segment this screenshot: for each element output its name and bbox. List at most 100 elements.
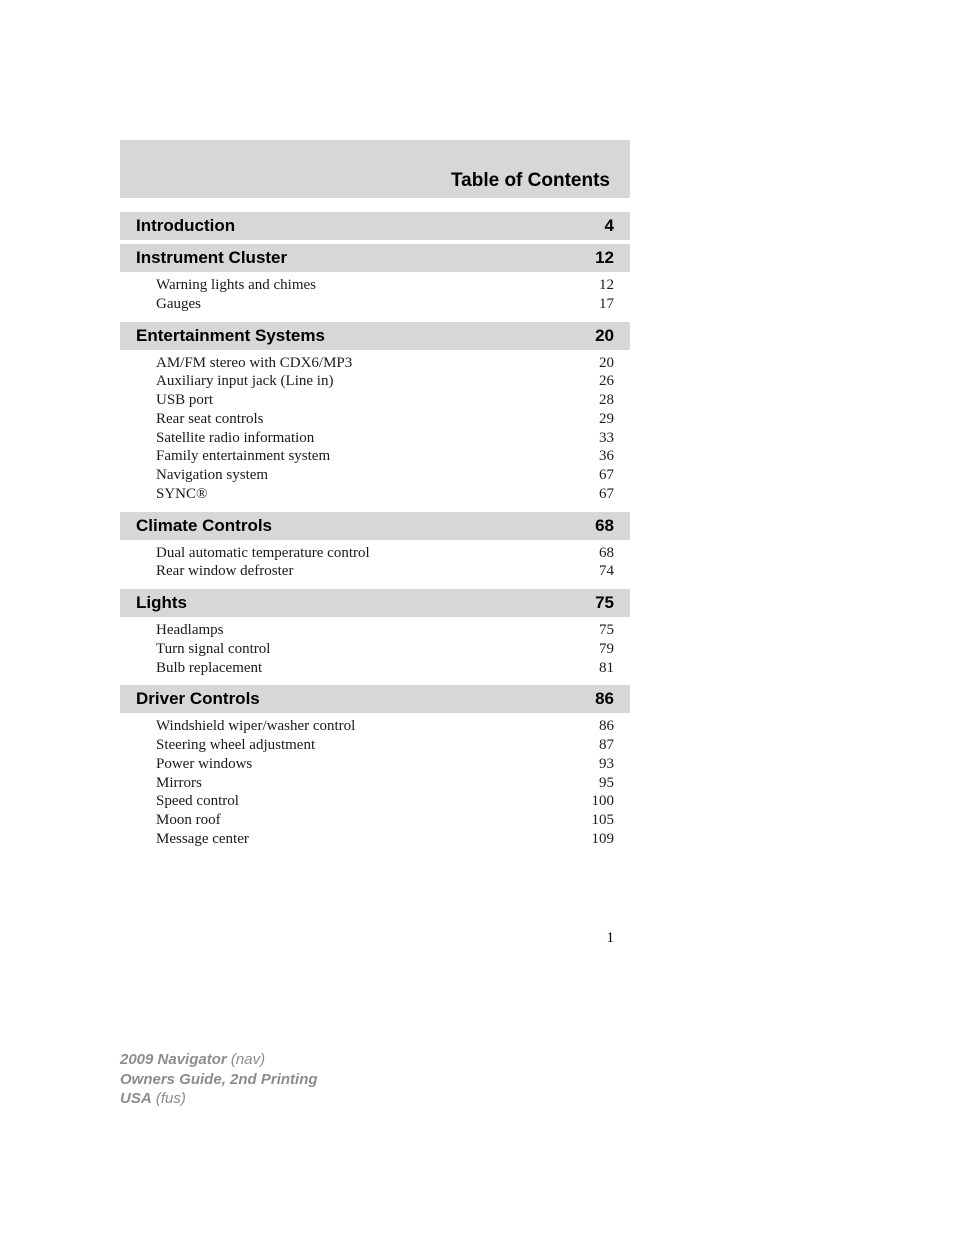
section-page: 75 xyxy=(595,593,614,613)
section-header[interactable]: Instrument Cluster 12 xyxy=(120,244,630,272)
entry-label: Steering wheel adjustment xyxy=(156,736,574,755)
footer-model: 2009 Navigator xyxy=(120,1051,227,1068)
entry-page: 17 xyxy=(574,295,614,314)
entry-label: Message center xyxy=(156,830,574,849)
toc-entry[interactable]: Rear window defroster74 xyxy=(156,562,630,581)
entry-page: 109 xyxy=(574,830,614,849)
section-title: Lights xyxy=(136,593,187,613)
footer-line-1: 2009 Navigator (nav) xyxy=(120,1050,318,1070)
toc-entry[interactable]: Auxiliary input jack (Line in)26 xyxy=(156,372,630,391)
entry-page: 87 xyxy=(574,736,614,755)
entry-label: Rear seat controls xyxy=(156,410,574,429)
entry-page: 81 xyxy=(574,659,614,678)
page-number: 1 xyxy=(120,930,630,947)
sub-items: Headlamps75Turn signal control79Bulb rep… xyxy=(120,617,630,681)
footer: 2009 Navigator (nav) Owners Guide, 2nd P… xyxy=(120,1050,318,1109)
toc-entry[interactable]: Headlamps75 xyxy=(156,621,630,640)
entry-page: 36 xyxy=(574,447,614,466)
entry-page: 105 xyxy=(574,811,614,830)
section-header[interactable]: Entertainment Systems 20 xyxy=(120,322,630,350)
entry-page: 79 xyxy=(574,640,614,659)
entry-label: Power windows xyxy=(156,755,574,774)
footer-line-2: Owners Guide, 2nd Printing xyxy=(120,1070,318,1090)
toc-entry[interactable]: Family entertainment system36 xyxy=(156,447,630,466)
toc-entry[interactable]: Turn signal control79 xyxy=(156,640,630,659)
entry-page: 100 xyxy=(574,792,614,811)
entry-label: SYNC® xyxy=(156,485,574,504)
entry-page: 93 xyxy=(574,755,614,774)
entry-label: Dual automatic temperature control xyxy=(156,544,574,563)
footer-code-1: (nav) xyxy=(231,1051,265,1068)
toc-entry[interactable]: Power windows93 xyxy=(156,755,630,774)
toc-entry[interactable]: Rear seat controls29 xyxy=(156,410,630,429)
entry-label: AM/FM stereo with CDX6/MP3 xyxy=(156,354,574,373)
toc-entry[interactable]: Warning lights and chimes12 xyxy=(156,276,630,295)
entry-page: 67 xyxy=(574,466,614,485)
entry-label: Turn signal control xyxy=(156,640,574,659)
entry-page: 74 xyxy=(574,562,614,581)
sub-items: AM/FM stereo with CDX6/MP320Auxiliary in… xyxy=(120,350,630,508)
entry-label: Satellite radio information xyxy=(156,429,574,448)
entry-label: Moon roof xyxy=(156,811,574,830)
entry-page: 86 xyxy=(574,717,614,736)
toc-entry[interactable]: Gauges17 xyxy=(156,295,630,314)
toc-entry[interactable]: Dual automatic temperature control68 xyxy=(156,544,630,563)
toc-entry[interactable]: Steering wheel adjustment87 xyxy=(156,736,630,755)
toc-entry[interactable]: AM/FM stereo with CDX6/MP320 xyxy=(156,354,630,373)
entry-page: 20 xyxy=(574,354,614,373)
toc-entry[interactable]: Windshield wiper/washer control86 xyxy=(156,717,630,736)
section-header[interactable]: Introduction 4 xyxy=(120,212,630,240)
footer-line-3: USA (fus) xyxy=(120,1089,318,1109)
entry-label: Windshield wiper/washer control xyxy=(156,717,574,736)
entry-label: USB port xyxy=(156,391,574,410)
section-title: Climate Controls xyxy=(136,516,272,536)
entry-page: 68 xyxy=(574,544,614,563)
section-page: 12 xyxy=(595,248,614,268)
banner-title: Table of Contents xyxy=(451,170,610,192)
entry-page: 26 xyxy=(574,372,614,391)
entry-page: 67 xyxy=(574,485,614,504)
entry-label: Navigation system xyxy=(156,466,574,485)
entry-page: 28 xyxy=(574,391,614,410)
entry-label: Gauges xyxy=(156,295,574,314)
entry-page: 12 xyxy=(574,276,614,295)
footer-code-2: (fus) xyxy=(156,1090,186,1107)
sub-items: Windshield wiper/washer control86Steerin… xyxy=(120,713,630,852)
toc-entry[interactable]: USB port28 xyxy=(156,391,630,410)
toc-entry[interactable]: Message center109 xyxy=(156,830,630,849)
entry-label: Headlamps xyxy=(156,621,574,640)
entry-label: Bulb replacement xyxy=(156,659,574,678)
section-header[interactable]: Climate Controls 68 xyxy=(120,512,630,540)
entry-page: 29 xyxy=(574,410,614,429)
section-page: 20 xyxy=(595,326,614,346)
toc-entry[interactable]: Satellite radio information33 xyxy=(156,429,630,448)
entry-page: 75 xyxy=(574,621,614,640)
toc-entry[interactable]: Bulb replacement81 xyxy=(156,659,630,678)
entry-label: Warning lights and chimes xyxy=(156,276,574,295)
toc-entry[interactable]: Mirrors95 xyxy=(156,774,630,793)
section-title: Instrument Cluster xyxy=(136,248,287,268)
entry-label: Family entertainment system xyxy=(156,447,574,466)
toc-entry[interactable]: Moon roof105 xyxy=(156,811,630,830)
section-header[interactable]: Lights 75 xyxy=(120,589,630,617)
section-title: Driver Controls xyxy=(136,689,260,709)
entry-page: 95 xyxy=(574,774,614,793)
entry-label: Mirrors xyxy=(156,774,574,793)
entry-label: Rear window defroster xyxy=(156,562,574,581)
sub-items: Dual automatic temperature control68Rear… xyxy=(120,540,630,586)
table-of-contents: Introduction4Instrument Cluster12Warning… xyxy=(120,212,630,853)
entry-label: Auxiliary input jack (Line in) xyxy=(156,372,574,391)
title-banner: Table of Contents xyxy=(120,140,630,198)
toc-entry[interactable]: Navigation system67 xyxy=(156,466,630,485)
section-title: Entertainment Systems xyxy=(136,326,325,346)
entry-label: Speed control xyxy=(156,792,574,811)
toc-entry[interactable]: Speed control100 xyxy=(156,792,630,811)
section-header[interactable]: Driver Controls86 xyxy=(120,685,630,713)
section-page: 68 xyxy=(595,516,614,536)
section-title: Introduction xyxy=(136,216,235,236)
sub-items: Warning lights and chimes12Gauges17 xyxy=(120,272,630,318)
toc-entry[interactable]: SYNC®67 xyxy=(156,485,630,504)
footer-region: USA xyxy=(120,1090,152,1107)
section-page: 4 xyxy=(605,216,614,236)
entry-page: 33 xyxy=(574,429,614,448)
